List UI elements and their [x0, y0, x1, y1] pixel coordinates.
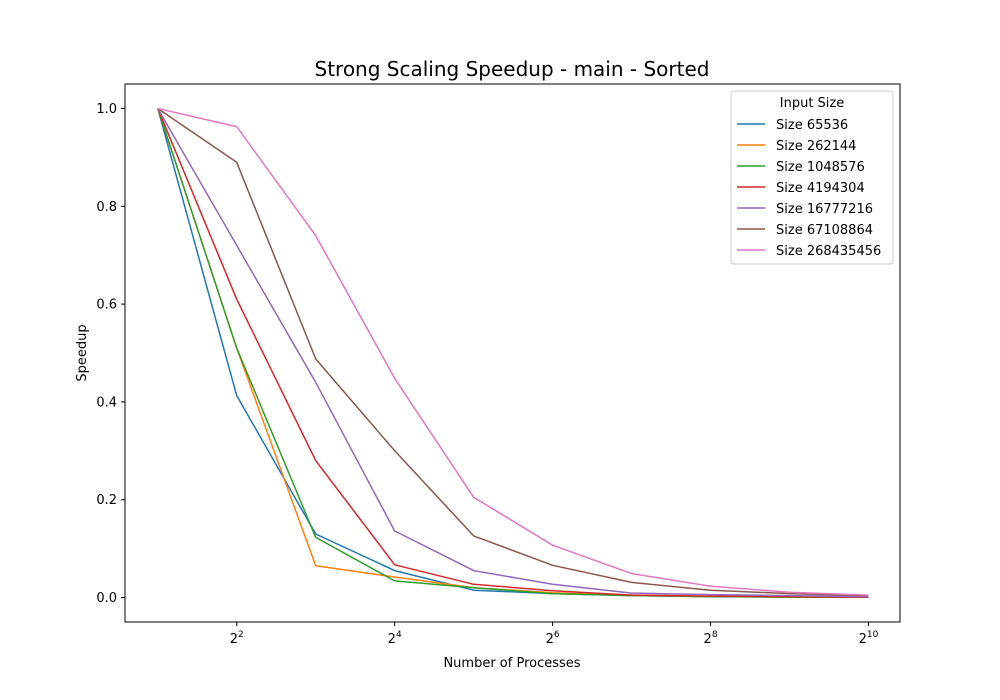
legend-label-7: Size 268435456 [776, 244, 881, 259]
x-tick-label-3: 26 [546, 630, 560, 647]
y-tick-label-5: 0.8 [96, 200, 117, 215]
y-tick-label-6: 1.0 [96, 102, 117, 117]
series-line-6 [157, 107, 869, 597]
y-tick-label-4: 0.6 [96, 298, 117, 313]
legend: Input Size Size 65536 Size 262144 Size 104… [730, 90, 894, 265]
x-axis: 22 24 26 28 210 [230, 622, 879, 647]
legend-label-2: Size 262144 [776, 139, 856, 154]
legend-label-3: Size 1048576 [776, 160, 865, 175]
chart-title: Strong Scaling Speedup - main - Sorted [315, 57, 710, 81]
x-tick-label-5: 210 [859, 630, 879, 647]
series-line-7 [157, 107, 869, 596]
y-axis-label: Speedup [75, 324, 90, 381]
legend-label-5: Size 16777216 [776, 202, 873, 217]
x-tick-label-4: 28 [704, 630, 718, 647]
legend-box [730, 90, 894, 265]
legend-items: Size 65536 Size 262144 Size 1048576 Size 41… [737, 118, 881, 259]
y-axis: 0.0 0.2 0.4 0.6 0.8 1.0 [96, 102, 125, 606]
series-line-5 [157, 108, 869, 598]
legend-title: Input Size [780, 96, 844, 111]
axes-frame [124, 83, 901, 623]
y-tick-label-3: 0.4 [96, 395, 117, 410]
series-line-4 [157, 108, 869, 598]
legend-label-1: Size 65536 [776, 118, 848, 133]
x-tick-label-2: 24 [388, 630, 402, 647]
x-tick-label-1: 22 [230, 630, 244, 647]
y-tick-label-2: 0.2 [96, 493, 117, 508]
legend-label-4: Size 4194304 [776, 181, 865, 196]
x-axis-label: Number of Processes [443, 656, 580, 671]
y-tick-label-1: 0.0 [96, 591, 117, 606]
legend-label-6: Size 67108864 [776, 223, 873, 238]
plot-area [157, 107, 869, 598]
